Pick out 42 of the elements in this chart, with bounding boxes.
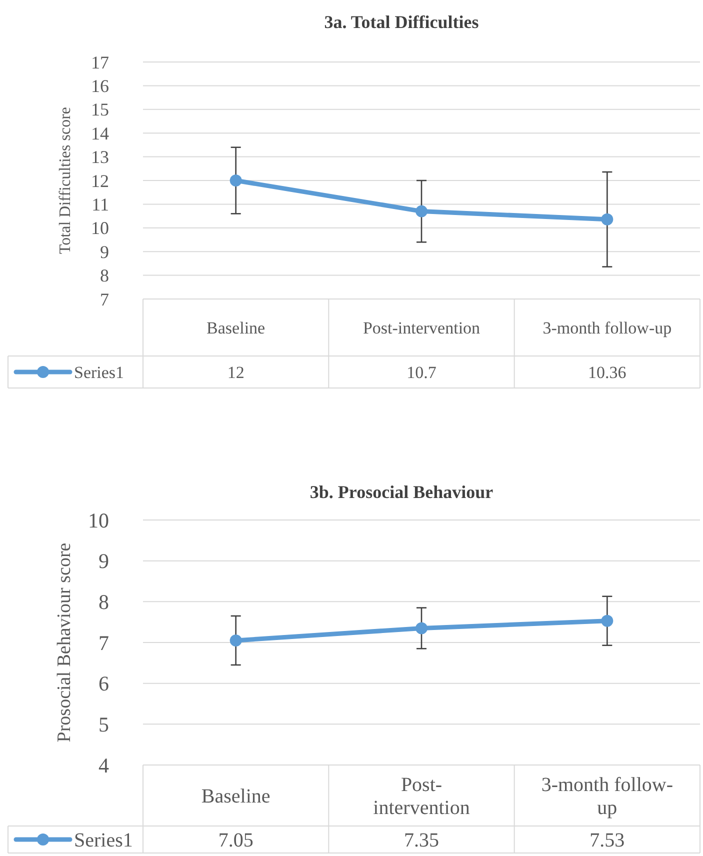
y-tick-label: 8 — [98, 590, 109, 614]
x-tick-label: Baseline — [201, 786, 270, 808]
y-tick-label: 10 — [91, 218, 109, 238]
point — [601, 614, 614, 627]
y-tick-label: 15 — [91, 100, 109, 120]
y-tick-label: 8 — [100, 266, 109, 286]
data-label: 7.53 — [590, 830, 625, 852]
y-tick-label: 7 — [98, 630, 109, 655]
legend-label: Series1 — [74, 362, 124, 382]
y-tick-label: 5 — [98, 712, 109, 737]
point — [601, 213, 614, 226]
y-axis-title: Total Difficulties score — [57, 107, 74, 254]
point — [230, 634, 242, 646]
y-tick-label: 14 — [91, 123, 109, 144]
x-tick-label: Post-intervention — [362, 318, 481, 338]
y-tick-label: 13 — [91, 147, 109, 168]
chart-title: 3b. Prosocial Behaviour — [310, 482, 494, 502]
chart-title: 3a. Total Difficulties — [324, 12, 479, 32]
data-label: 7.05 — [218, 830, 254, 852]
legend-label: Series1 — [74, 830, 133, 852]
x-tick-label: Post-intervention — [373, 774, 470, 819]
y-tick-label: 12 — [91, 170, 109, 191]
y-tick-label: 17 — [91, 52, 109, 72]
y-tick-label: 11 — [92, 194, 109, 214]
x-tick-label: 3-month follow-up — [541, 774, 673, 819]
y-tick-label: 7 — [100, 289, 109, 310]
data-label: 12 — [227, 362, 244, 382]
y-tick-label: 16 — [91, 76, 109, 96]
x-tick-label: 3-month follow-up — [542, 318, 672, 338]
y-tick-label: 9 — [98, 549, 109, 574]
point — [416, 205, 428, 218]
y-tick-label: 10 — [88, 508, 109, 532]
x-tick-label: Baseline — [206, 318, 266, 338]
data-label: 7.35 — [404, 830, 439, 852]
data-label: 10.7 — [406, 362, 437, 382]
point — [230, 174, 242, 186]
data-label: 10.36 — [588, 362, 626, 382]
y-tick-label: 9 — [100, 242, 109, 262]
point — [416, 622, 428, 634]
y-tick-label: 6 — [98, 672, 109, 696]
y-axis-title: Prosocial Behaviour score — [54, 542, 75, 742]
y-tick-label: 4 — [98, 753, 110, 778]
